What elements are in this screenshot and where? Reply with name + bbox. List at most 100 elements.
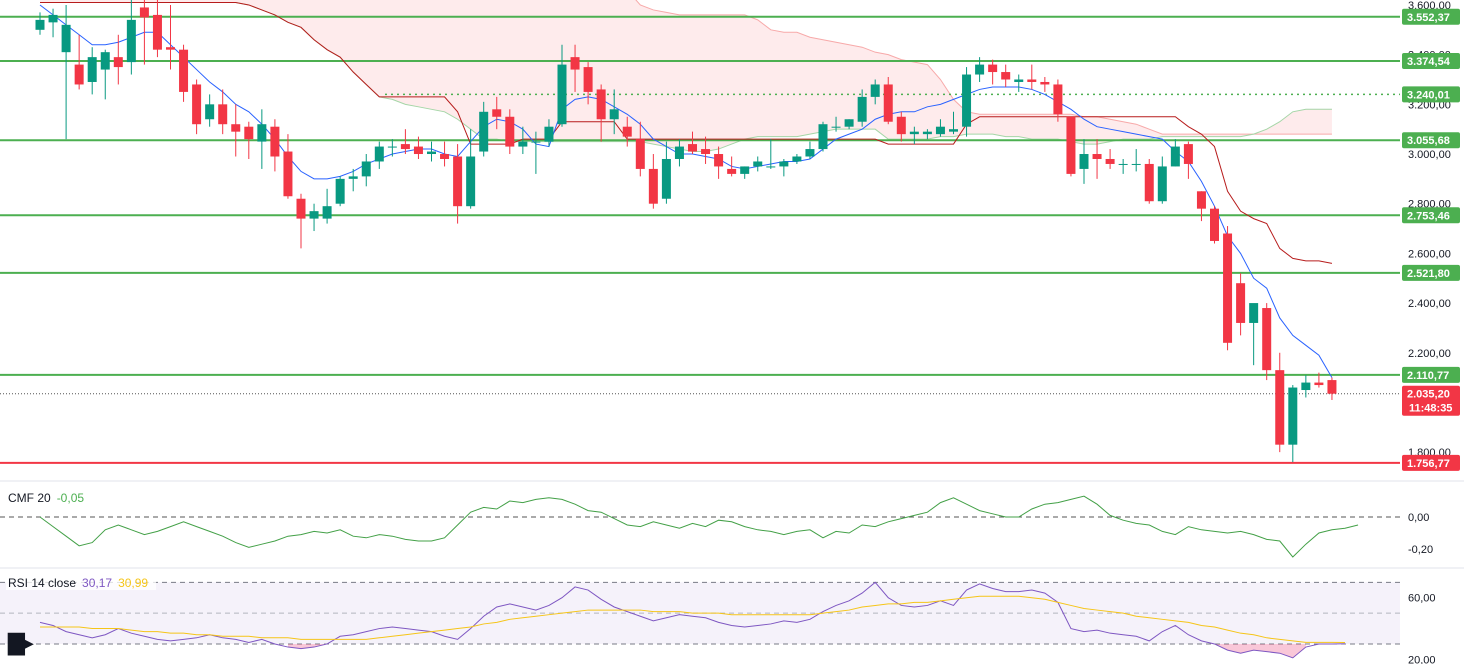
candle-body (61, 24, 71, 53)
candle (648, 154, 658, 209)
candlesticks[interactable] (35, 0, 1337, 463)
cmf-pane[interactable]: 0,00 -0,20 (0, 495, 1433, 558)
candle-body (1079, 154, 1089, 169)
candle-body (1327, 380, 1337, 394)
candle (596, 84, 606, 142)
candle (113, 34, 123, 85)
cmf-tick-label: 0,00 (1408, 512, 1429, 524)
candle (505, 109, 515, 155)
candle-body (1196, 191, 1206, 209)
candle-body (922, 131, 932, 135)
candle-body (1053, 84, 1063, 115)
candle-body (244, 126, 254, 140)
candle (818, 121, 828, 152)
candle-body (1183, 144, 1193, 164)
candle-body (361, 161, 371, 177)
candle-body (335, 178, 345, 204)
candle (896, 111, 906, 142)
level-tag (1402, 86, 1460, 103)
candle-body (1014, 79, 1024, 82)
current-price-tag (1402, 385, 1460, 416)
candle (975, 57, 985, 82)
candle-body (348, 176, 358, 179)
candle (48, 8, 58, 38)
rsi-legend-ma-value: 30,99 (118, 576, 149, 590)
candle (1288, 385, 1298, 463)
candle-body (1027, 79, 1037, 82)
candle-body (1118, 163, 1128, 165)
candle (844, 119, 854, 130)
candle-body (1092, 154, 1102, 159)
candle (1001, 64, 1011, 87)
candle-body (1131, 163, 1141, 165)
candle-body (779, 161, 789, 167)
candle-body (962, 74, 972, 127)
candle-body (1314, 382, 1324, 386)
candle (100, 49, 110, 100)
candle (935, 119, 945, 137)
candle-body (701, 149, 711, 155)
candle-body (270, 126, 280, 157)
cmf-legend-name: CMF 20 (8, 491, 51, 505)
candle-body (48, 14, 58, 23)
cmf-legend[interactable]: CMF 20 -0,05 (6, 491, 93, 505)
candle (1196, 191, 1206, 222)
price-tags: 3.552,37 3.374,54 3.240,01 3.055,68 2.753,46… (1402, 8, 1460, 471)
candle (909, 126, 919, 145)
candle-body (740, 166, 750, 174)
candle-body (1001, 72, 1011, 80)
candle-body (35, 19, 45, 30)
level-tag (1402, 366, 1460, 383)
candle (1144, 158, 1154, 204)
candle-body (557, 64, 567, 125)
candle-body (935, 126, 945, 135)
candle-body (531, 141, 541, 143)
candle (570, 44, 580, 92)
candle-body (492, 109, 502, 117)
tradingview-logo-icon[interactable]: ▇▸ (8, 630, 34, 655)
rsi-oversold-fill (287, 643, 1306, 658)
candle-body (453, 156, 463, 207)
candle (283, 134, 293, 199)
candle-body (583, 67, 593, 92)
candle-body (635, 139, 645, 169)
candle (440, 141, 450, 167)
candle-body (1288, 387, 1298, 445)
candle (296, 193, 306, 249)
candle-body (152, 14, 162, 50)
candle (792, 154, 802, 164)
candle-body (179, 49, 189, 92)
rsi-pane[interactable]: 60,00 20,00 (0, 581, 1436, 664)
candle-body (74, 64, 84, 85)
candle (674, 139, 684, 167)
candle-body (257, 124, 267, 142)
candle (805, 141, 815, 159)
level-tag (1402, 264, 1460, 281)
candle (635, 121, 645, 177)
candle-body (1040, 81, 1050, 85)
candle-body (440, 154, 450, 159)
candle (779, 158, 789, 177)
candle-body (727, 168, 737, 174)
candle-body (1301, 382, 1311, 391)
candle-body (283, 151, 293, 197)
rsi-ma-line (40, 595, 1346, 643)
candle-body (296, 198, 306, 219)
candle-body (544, 126, 554, 142)
level-tag (1402, 52, 1460, 69)
candle (1314, 372, 1324, 388)
candle (492, 96, 502, 130)
rsi-line (39, 581, 1346, 659)
candle (1053, 79, 1063, 122)
rsi-legend[interactable]: RSI 14 close 30,17 30,99 (6, 576, 157, 590)
horizontal-levels[interactable] (0, 15, 1400, 464)
level-tag-label: 3.240,01 (1407, 89, 1450, 101)
current-price-label: 2.035,20 (1407, 389, 1450, 401)
candle (622, 116, 632, 147)
candle (701, 136, 711, 164)
candle (257, 109, 267, 169)
candle (922, 129, 932, 140)
candle-body (231, 124, 241, 132)
candle (400, 129, 410, 155)
